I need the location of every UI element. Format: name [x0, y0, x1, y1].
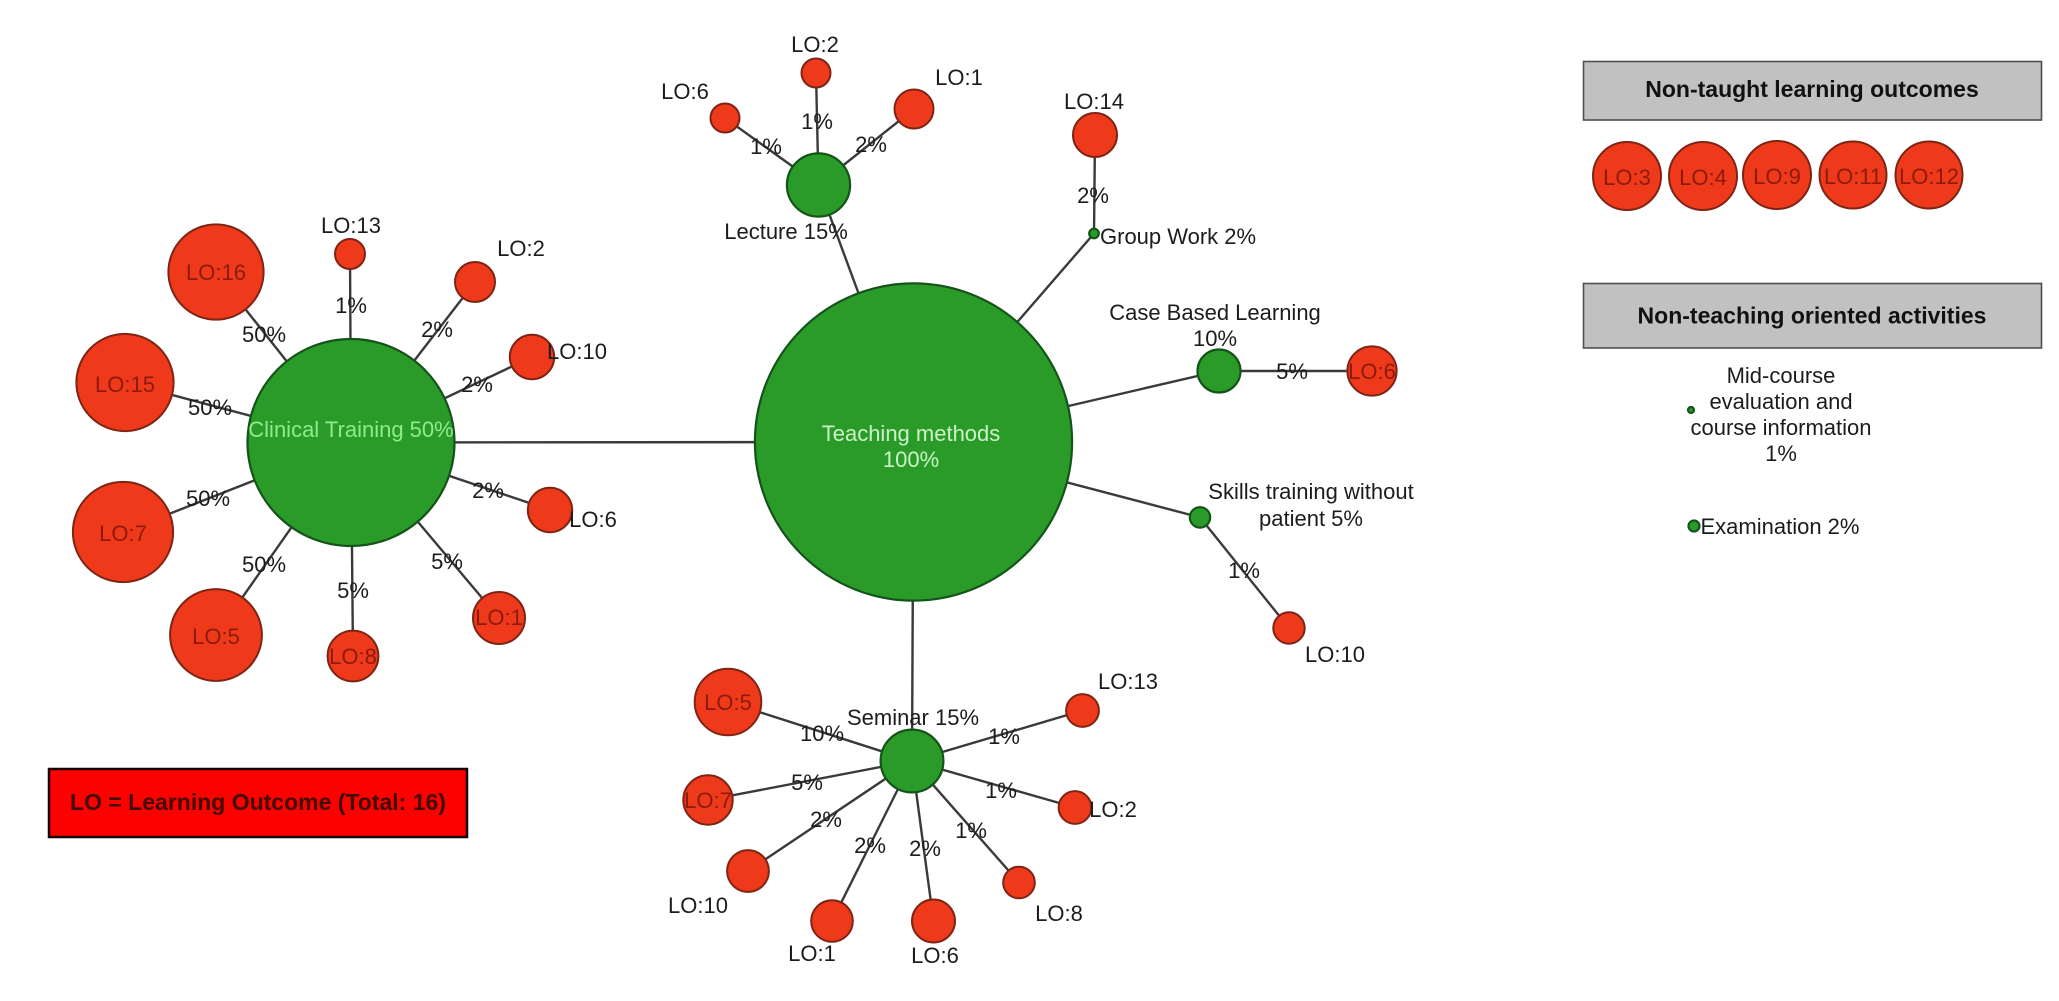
svg-text:patient 5%: patient 5%: [1259, 506, 1363, 531]
svg-text:evaluation and: evaluation and: [1709, 389, 1852, 414]
svg-text:Group Work 2%: Group Work 2%: [1100, 224, 1256, 249]
svg-text:LO:4: LO:4: [1679, 165, 1727, 190]
svg-text:LO:10: LO:10: [547, 339, 607, 364]
svg-text:LO:15: LO:15: [95, 372, 155, 397]
svg-text:Seminar 15%: Seminar 15%: [847, 705, 979, 730]
svg-text:Non-taught learning outcomes: Non-taught learning outcomes: [1645, 76, 1979, 102]
svg-text:2%: 2%: [472, 478, 504, 503]
svg-text:2%: 2%: [854, 833, 886, 858]
svg-text:LO:5: LO:5: [192, 624, 240, 649]
svg-text:course information: course information: [1691, 415, 1872, 440]
svg-text:1%: 1%: [988, 724, 1020, 749]
svg-text:2%: 2%: [461, 372, 493, 397]
svg-text:10%: 10%: [800, 721, 844, 746]
svg-text:1%: 1%: [985, 778, 1017, 803]
svg-text:Mid-course: Mid-course: [1727, 363, 1836, 388]
svg-text:5%: 5%: [337, 578, 369, 603]
svg-text:1%: 1%: [801, 109, 833, 134]
svg-text:LO:13: LO:13: [1098, 669, 1158, 694]
svg-text:LO:7: LO:7: [99, 521, 147, 546]
svg-text:LO:2: LO:2: [497, 236, 545, 261]
svg-text:LO:10: LO:10: [668, 893, 728, 918]
svg-text:50%: 50%: [242, 552, 286, 577]
svg-text:50%: 50%: [242, 322, 286, 347]
svg-text:LO:5: LO:5: [704, 690, 752, 715]
svg-text:LO:8: LO:8: [1035, 901, 1083, 926]
svg-text:Non-teaching oriented activiti: Non-teaching oriented activities: [1638, 303, 1987, 329]
svg-text:2%: 2%: [421, 317, 453, 342]
svg-text:LO:9: LO:9: [1753, 164, 1801, 189]
svg-text:Examination 2%: Examination 2%: [1701, 514, 1860, 539]
svg-text:LO:7: LO:7: [684, 788, 732, 813]
svg-text:LO:8: LO:8: [329, 644, 377, 669]
svg-text:LO:3: LO:3: [1603, 165, 1651, 190]
svg-text:50%: 50%: [186, 486, 230, 511]
svg-text:LO:6: LO:6: [661, 79, 709, 104]
svg-text:LO:13: LO:13: [321, 213, 381, 238]
svg-text:Case Based Learning: Case Based Learning: [1109, 300, 1321, 325]
svg-text:LO:11: LO:11: [1824, 164, 1882, 189]
svg-text:2%: 2%: [810, 807, 842, 832]
svg-text:LO:1: LO:1: [788, 941, 836, 966]
svg-text:LO:1: LO:1: [935, 65, 983, 90]
svg-text:5%: 5%: [431, 549, 463, 574]
svg-text:5%: 5%: [791, 770, 823, 795]
svg-text:LO:10: LO:10: [1305, 642, 1365, 667]
svg-text:Lecture 15%: Lecture 15%: [724, 219, 848, 244]
svg-text:LO:1: LO:1: [475, 605, 523, 630]
svg-text:1%: 1%: [750, 134, 782, 159]
svg-text:Skills training without: Skills training without: [1208, 479, 1413, 504]
svg-text:LO = Learning Outcome (Total:: LO = Learning Outcome (Total: 16): [70, 789, 446, 815]
svg-text:LO:14: LO:14: [1064, 89, 1124, 114]
svg-text:LO:6: LO:6: [1348, 359, 1396, 384]
svg-text:2%: 2%: [909, 836, 941, 861]
svg-text:10%: 10%: [1193, 326, 1237, 351]
svg-text:50%: 50%: [188, 395, 232, 420]
svg-text:2%: 2%: [1077, 183, 1109, 208]
svg-text:LO:6: LO:6: [911, 943, 959, 968]
svg-text:Teaching methods: Teaching methods: [822, 421, 1001, 446]
svg-text:LO:6: LO:6: [569, 507, 617, 532]
svg-text:LO:2: LO:2: [791, 32, 839, 57]
svg-text:100%: 100%: [883, 447, 939, 472]
svg-text:1%: 1%: [955, 818, 987, 843]
svg-text:2%: 2%: [855, 132, 887, 157]
svg-text:5%: 5%: [1276, 359, 1308, 384]
svg-text:LO:12: LO:12: [1899, 164, 1959, 189]
svg-text:LO:16: LO:16: [186, 260, 246, 285]
svg-text:1%: 1%: [1765, 441, 1797, 466]
svg-text:1%: 1%: [335, 293, 367, 318]
svg-text:LO:2: LO:2: [1089, 797, 1137, 822]
svg-text:1%: 1%: [1228, 558, 1260, 583]
svg-text:Clinical Training 50%: Clinical Training 50%: [248, 417, 453, 442]
